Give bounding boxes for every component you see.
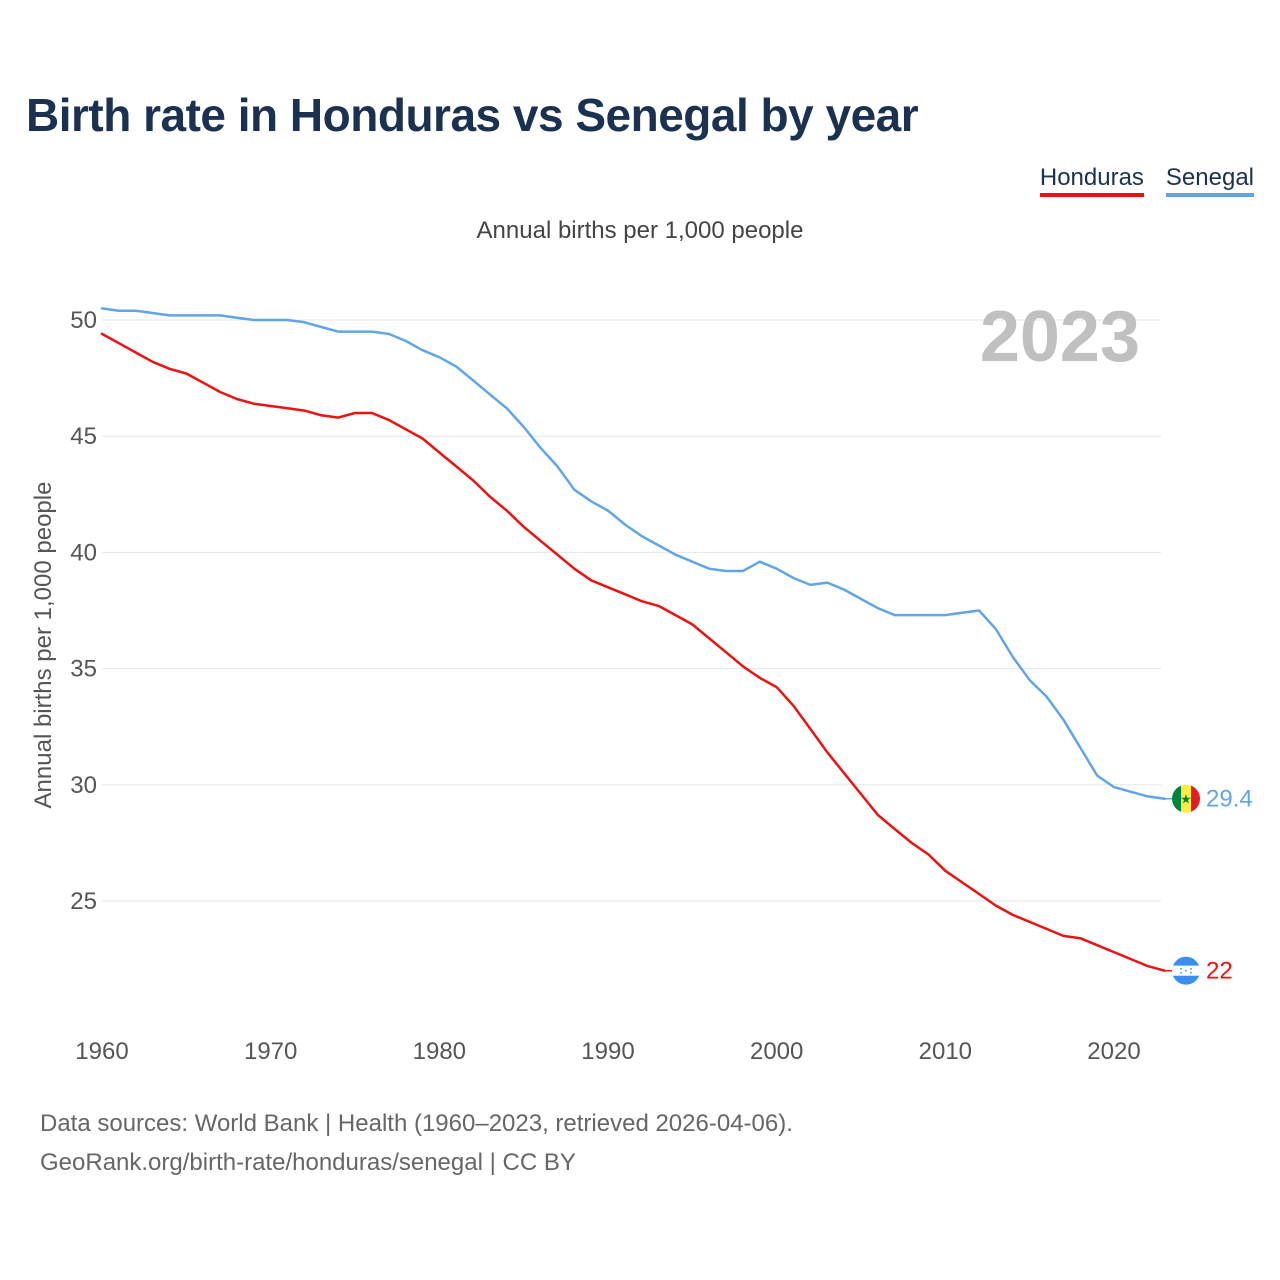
x-tick-label: 2000 — [750, 1038, 803, 1065]
chart-title: Birth rate in Honduras vs Senegal by yea… — [26, 89, 919, 141]
y-tick-label: 45 — [70, 423, 97, 450]
y-axis-label: Annual births per 1,000 people — [30, 482, 57, 809]
footer: Data sources: World Bank | Health (1960–… — [40, 1104, 793, 1182]
footer-source: Data sources: World Bank | Health (1960–… — [40, 1110, 793, 1137]
y-tick-label: 50 — [70, 307, 97, 334]
svg-text:★: ★ — [1180, 793, 1192, 808]
legend: Honduras Senegal — [1039, 164, 1254, 197]
y-tick-label: 35 — [70, 656, 97, 683]
series-line-senegal — [100, 307, 1166, 800]
x-tick-label: 1990 — [581, 1038, 634, 1065]
legend-item-honduras[interactable]: Honduras — [1039, 164, 1144, 197]
chart-subtitle: Annual births per 1,000 people — [476, 217, 804, 244]
y-tick-label: 30 — [70, 772, 97, 799]
series-line-honduras — [100, 332, 1166, 972]
legend-item-senegal[interactable]: Senegal — [1165, 164, 1254, 197]
x-tick-label: 1980 — [413, 1038, 466, 1065]
senegal-flag-icon: ★ — [1172, 784, 1200, 813]
x-tick-label: 2020 — [1087, 1038, 1140, 1065]
x-tick-label: 1960 — [75, 1038, 128, 1065]
year-watermark: 2023 — [980, 297, 1140, 377]
x-tick-label: 1970 — [244, 1038, 297, 1065]
footer-credit: GeoRank.org/birth-rate/honduras/senegal … — [40, 1149, 576, 1176]
end-value-label-senegal: 29.4 — [1206, 786, 1253, 813]
x-tick-label: 2010 — [919, 1038, 972, 1065]
end-value-label-honduras: 22 — [1206, 958, 1233, 985]
honduras-flag-icon — [1172, 956, 1200, 985]
y-tick-label: 40 — [70, 539, 97, 566]
y-tick-label: 25 — [70, 888, 97, 915]
